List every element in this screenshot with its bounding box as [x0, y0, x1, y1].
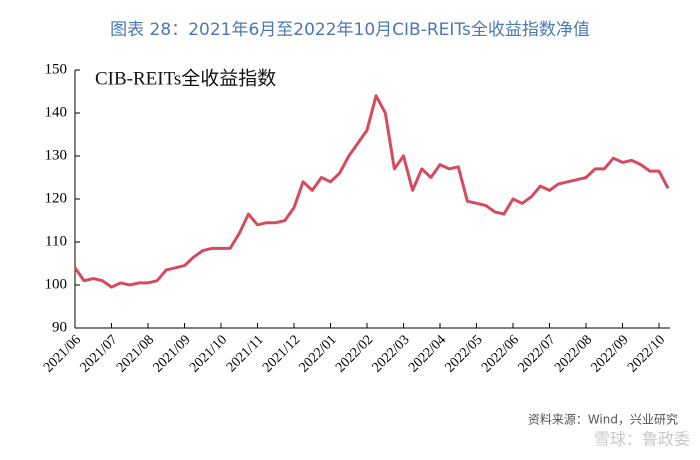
x-tick-label: 2021/12: [260, 332, 303, 375]
x-tick-label: 2021/08: [114, 332, 157, 375]
x-tick-label: 2022/02: [333, 332, 376, 375]
x-tick-label: 2022/09: [589, 332, 632, 375]
x-tick-label: 2022/03: [370, 332, 413, 375]
x-tick-label: 2022/04: [406, 332, 449, 375]
x-tick-label: 2021/07: [78, 332, 121, 375]
y-tick-label: 140: [45, 104, 68, 120]
x-tick-label: 2022/10: [625, 332, 668, 375]
x-tick-label: 2022/01: [297, 332, 340, 375]
x-tick-label: 2022/06: [479, 332, 522, 375]
x-tick-label: 2021/09: [151, 332, 194, 375]
x-tick-label: 2022/07: [516, 332, 559, 375]
y-tick-label: 100: [45, 276, 68, 292]
y-tick-label: 130: [45, 147, 68, 163]
series-label: CIB-REITs全收益指数: [95, 67, 276, 89]
x-tick-label: 2021/06: [41, 332, 84, 375]
source: 资料来源：Wind，兴业研究: [528, 412, 678, 427]
y-tick-label: 90: [52, 319, 67, 335]
x-tick-label: 2021/10: [187, 332, 230, 375]
y-tick-label: 150: [45, 61, 68, 77]
watermark: 雪球：鲁政委: [594, 430, 690, 449]
y-tick-label: 110: [45, 233, 67, 249]
x-tick-label: 2022/05: [443, 332, 486, 375]
x-tick-label: 2022/08: [552, 332, 595, 375]
series-line: [73, 94, 670, 289]
chart-title: 图表 28：2021年6月至2022年10月CIB-REITs全收益指数净值: [110, 20, 590, 40]
x-tick-label: 2021/11: [224, 332, 267, 375]
y-tick-label: 120: [45, 190, 68, 206]
